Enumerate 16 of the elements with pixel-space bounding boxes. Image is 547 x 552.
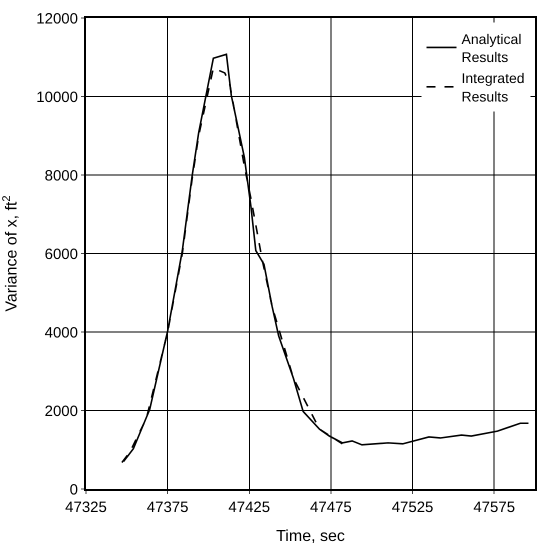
legend-label: Analytical Results [462, 30, 522, 65]
x-tick-label: 47425 [228, 499, 270, 516]
x-tick-label: 47525 [392, 499, 434, 516]
x-axis-title: Time, sec [276, 528, 345, 546]
legend-label: Integrated Results [462, 70, 525, 104]
y-tick-label: 2000 [44, 402, 78, 420]
x-tick-label: 47475 [310, 499, 352, 516]
y-tick-label: 6000 [44, 246, 78, 263]
y-tick-label: 4000 [44, 324, 78, 342]
y-tick-label: 12000 [36, 10, 78, 28]
x-tick-label: 47375 [146, 499, 188, 516]
y-tick-label: 8000 [44, 167, 78, 184]
y-tick-label: 10000 [36, 88, 78, 106]
x-tick-label: 47325 [65, 499, 107, 516]
x-tick-label: 47575 [473, 499, 516, 516]
y-tick-label: 0 [70, 481, 78, 498]
